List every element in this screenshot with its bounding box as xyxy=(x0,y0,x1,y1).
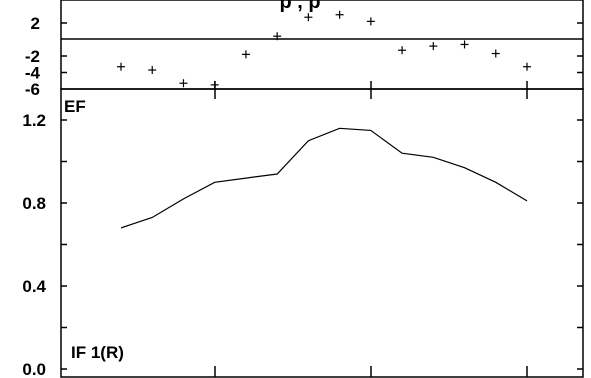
main-y-tick-label: 0.0 xyxy=(22,360,46,378)
residual-point xyxy=(460,40,469,49)
residual-point xyxy=(429,42,438,51)
panel-annotation: IF 1(R) xyxy=(71,343,124,362)
main-tick-labels: 1.2 0.8 0.4 0.0 xyxy=(22,111,46,378)
chart-title-fragment: p , p xyxy=(279,0,320,13)
residual-point xyxy=(523,62,531,71)
main-axis-ticks xyxy=(61,89,583,377)
residual-point xyxy=(304,13,313,22)
residual-point xyxy=(241,50,250,59)
residual-tick-labels: 2 -2-4-6 xyxy=(25,14,41,99)
residual-point xyxy=(179,79,188,88)
ef-series-line xyxy=(120,127,528,229)
main-y-tick-label: 0.8 xyxy=(22,194,46,213)
residual-point xyxy=(148,66,157,75)
residual-y-tick-label: -4 xyxy=(25,64,41,83)
main-y-tick-label: 1.2 xyxy=(22,111,46,130)
residual-point xyxy=(366,17,375,26)
residual-y-tick-label: -6 xyxy=(25,80,40,99)
residual-panel-frame xyxy=(60,0,584,90)
residual-point xyxy=(398,46,407,55)
residual-y-tick-label: 2 xyxy=(31,14,40,33)
residual-series xyxy=(117,10,531,89)
main-panel-frame xyxy=(60,88,584,378)
residual-axis-ticks xyxy=(61,22,583,89)
residual-point xyxy=(491,49,500,58)
residual-y-tick-label: -2 xyxy=(25,47,40,66)
residual-point xyxy=(335,10,344,19)
y-axis-label: EF xyxy=(64,97,86,116)
residual-point xyxy=(117,62,125,71)
residual-point xyxy=(210,80,219,89)
residual-point xyxy=(273,32,282,41)
main-y-tick-label: 0.4 xyxy=(22,277,46,296)
